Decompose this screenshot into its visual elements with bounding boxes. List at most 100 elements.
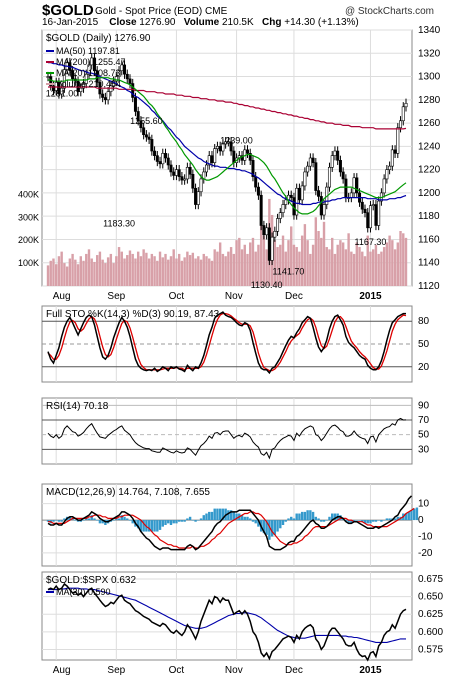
- macd-hist-bar: [52, 520, 55, 522]
- volume-bar: [361, 251, 364, 286]
- candle-body: [336, 150, 340, 161]
- volume-bar: [120, 251, 123, 286]
- volume-bar: [350, 251, 353, 286]
- candle-body: [259, 194, 263, 226]
- macd-hist-bar: [235, 513, 238, 521]
- macd-hist-bar: [115, 518, 118, 521]
- macd-hist-bar: [98, 520, 102, 524]
- volume-label: Volume: [183, 17, 220, 28]
- candle-body: [82, 83, 86, 89]
- candle-body: [352, 177, 356, 194]
- ratio-tick: 0.575: [418, 644, 443, 655]
- volume-bar: [341, 242, 345, 286]
- candle-body: [147, 136, 151, 140]
- volume-bar: [71, 253, 74, 286]
- macd-tick: -10: [418, 531, 433, 542]
- macd-hist-bar: [139, 520, 143, 532]
- candle-body: [338, 160, 342, 173]
- macd-hist-bar: [131, 520, 134, 524]
- candle-body: [172, 171, 176, 176]
- volume-tick: 200K: [18, 235, 39, 245]
- candle-body: [265, 227, 269, 236]
- volume-bar: [68, 258, 72, 286]
- symbol-name: Gold - Spot Price (EOD) CME: [95, 6, 228, 17]
- candle-body: [319, 196, 323, 216]
- macd-hist-bar: [311, 511, 315, 521]
- volume-bar: [169, 256, 173, 286]
- chg-value: +14.30 (+1.13%): [284, 17, 359, 28]
- volume-bar: [54, 264, 58, 286]
- candle-body: [144, 134, 148, 138]
- candle-body: [360, 201, 364, 210]
- macd-hist-bar: [309, 510, 312, 521]
- macd-hist-bar: [385, 518, 389, 521]
- candle-body: [388, 165, 392, 170]
- ratio-ma-label: MA(20) 0.590: [56, 587, 111, 597]
- macd-hist-bar: [172, 520, 175, 524]
- candle-body: [207, 155, 211, 166]
- volume-bar: [404, 237, 408, 286]
- candle-body: [51, 85, 55, 91]
- macd-hist-bar: [191, 520, 195, 521]
- macd-hist-bar: [382, 520, 386, 521]
- volume-bar: [210, 260, 214, 286]
- price-tick-1300: 1300: [418, 72, 441, 83]
- macd-hist-bar: [197, 520, 200, 521]
- candle-body: [303, 171, 307, 187]
- volume-bar: [221, 253, 225, 286]
- candle-body: [205, 164, 209, 173]
- macd-hist-bar: [68, 516, 72, 521]
- candle-body: [174, 169, 178, 176]
- volume-bar: [317, 231, 320, 286]
- legend-entry: MA(20) 1208.73: [56, 68, 121, 78]
- candle-body: [341, 171, 345, 180]
- macd-hist-bar: [46, 520, 50, 522]
- volume-bar: [218, 242, 222, 286]
- macd-hist-bar: [205, 513, 208, 521]
- candle-body: [270, 236, 274, 261]
- macd-hist-bar: [306, 510, 309, 521]
- volume-bar: [128, 250, 132, 286]
- rsi-tick: 90: [418, 400, 430, 411]
- candle-body: [401, 106, 405, 122]
- ma20-line: [48, 77, 407, 215]
- candle-body: [368, 205, 372, 229]
- candle-body: [349, 192, 353, 198]
- candle-body: [49, 76, 53, 87]
- ratio-tick: 0.625: [418, 609, 443, 620]
- macd-hist-bar: [229, 510, 233, 521]
- volume-bar: [161, 257, 164, 286]
- volume-bar: [79, 256, 82, 286]
- candle-body: [224, 141, 228, 145]
- price-annotation: 1141.70: [273, 267, 305, 277]
- volume-bar: [150, 253, 154, 286]
- price-panel-title: $GOLD (Daily) 1276.90: [46, 33, 151, 44]
- volume-bar: [117, 247, 121, 286]
- volume-bar: [115, 256, 118, 286]
- candle-body: [308, 157, 312, 167]
- month-label: Sep: [107, 291, 125, 302]
- macd-hist-bar: [393, 518, 397, 521]
- volume-bar: [183, 257, 186, 286]
- volume-tick: 100K: [18, 258, 39, 268]
- candle-body: [262, 225, 266, 236]
- ma200-line: [48, 86, 407, 130]
- candle-body: [153, 150, 157, 156]
- price-tick-1160: 1160: [418, 234, 440, 245]
- volume-bar: [235, 240, 238, 286]
- sto-tick: 50: [418, 339, 430, 350]
- candle-body: [158, 161, 162, 165]
- ratio-line: [47, 582, 407, 662]
- volume-bar: [126, 255, 129, 286]
- candle-body: [136, 111, 140, 122]
- macd-hist-bar: [177, 520, 181, 522]
- candle-body: [226, 141, 230, 144]
- volume-bar: [227, 251, 230, 286]
- candle-body: [71, 70, 75, 80]
- macd-hist-bar: [123, 516, 126, 521]
- bottom-month-label: 2015: [359, 665, 382, 676]
- volume-bar: [131, 253, 134, 286]
- macd-hist-bar: [202, 515, 205, 521]
- volume-bar: [295, 247, 298, 286]
- ratio-title: $GOLD:$SPX 0.632: [46, 575, 136, 586]
